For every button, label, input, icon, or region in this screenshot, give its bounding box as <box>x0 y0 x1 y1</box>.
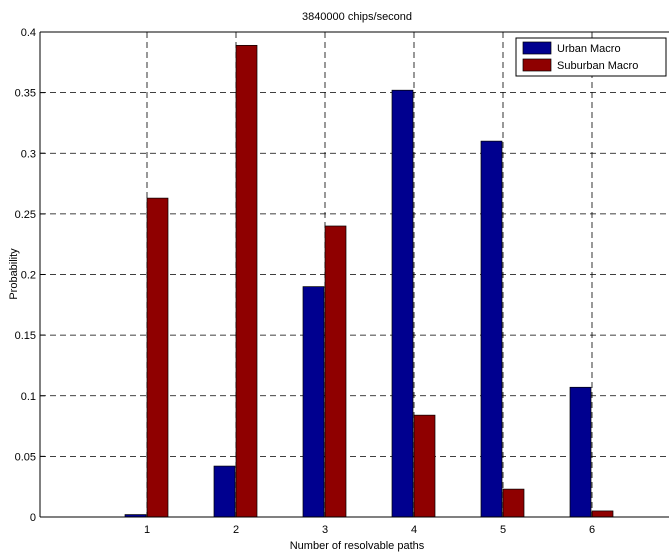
chart-title: 3840000 chips/second <box>302 11 412 23</box>
y-tick-label: 0.4 <box>21 27 36 39</box>
y-tick-label: 0.15 <box>15 330 36 342</box>
bar-urban-macro-3 <box>302 286 325 518</box>
x-tick-label: 6 <box>589 524 595 536</box>
y-tick-label: 0.3 <box>21 148 36 160</box>
y-tick-label: 0 <box>30 512 36 524</box>
bar-urban-macro-5 <box>480 140 503 518</box>
bar-suburban-macro-1 <box>146 197 169 518</box>
bar-urban-macro-6 <box>569 386 592 518</box>
legend-label-suburban-macro: Suburban Macro <box>557 60 638 72</box>
legend: Urban Macro Suburban Macro <box>515 37 667 77</box>
bar-suburban-macro-6 <box>591 510 614 518</box>
y-tick-label: 0.1 <box>21 391 36 403</box>
x-tick-label: 1 <box>144 524 150 536</box>
bar-suburban-macro-2 <box>235 44 258 518</box>
bars <box>124 44 614 518</box>
bar-urban-macro-4 <box>391 89 414 518</box>
bar-suburban-macro-4 <box>413 414 436 518</box>
x-axis-ticks: 1 2 3 4 5 6 <box>144 512 595 536</box>
legend-label-urban-macro: Urban Macro <box>557 43 621 55</box>
bar-suburban-macro-5 <box>502 488 525 518</box>
x-tick-label: 4 <box>411 524 417 536</box>
y-tick-label: 0.05 <box>15 451 36 463</box>
y-axis-title: Probability <box>8 248 20 300</box>
y-tick-label: 0.2 <box>21 270 36 282</box>
x-tick-label: 3 <box>322 524 328 536</box>
x-tick-label: 2 <box>233 524 239 536</box>
legend-swatch-urban-macro <box>522 41 552 55</box>
legend-swatch-suburban-macro <box>522 58 552 72</box>
y-axis-ticks: 0 0.05 0.1 0.15 0.2 0.25 0.3 0.35 0.4 <box>15 27 45 524</box>
y-tick-label: 0.25 <box>15 209 36 221</box>
bar-suburban-macro-3 <box>324 225 347 518</box>
bar-urban-macro-2 <box>213 465 236 518</box>
y-tick-label: 0.35 <box>15 88 36 100</box>
x-tick-label: 5 <box>500 524 506 536</box>
x-axis-title: Number of resolvable paths <box>290 540 425 552</box>
